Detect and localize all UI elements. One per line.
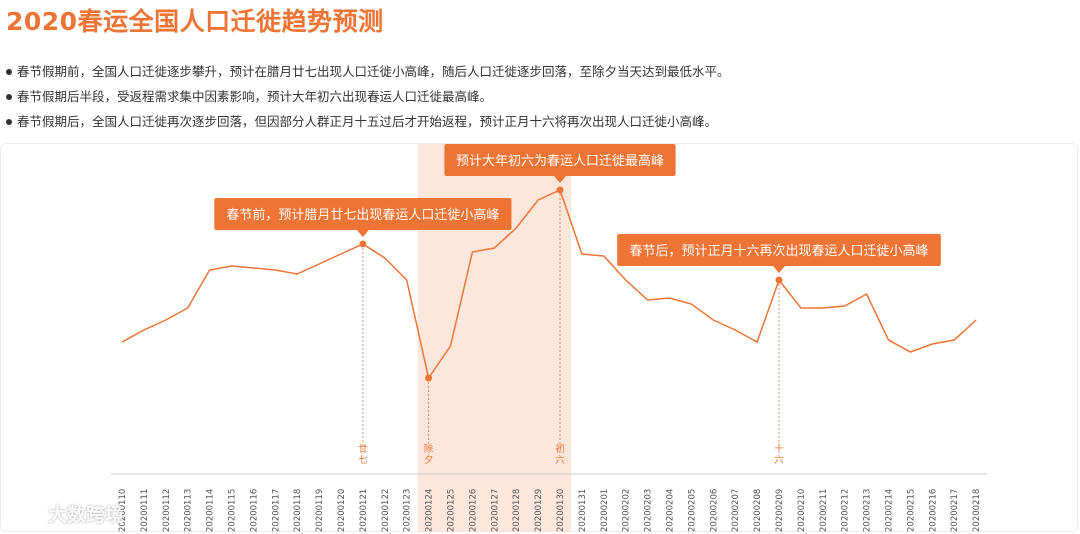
marker-tick-label: 十 (774, 443, 784, 455)
annotation-pointer (773, 266, 785, 273)
x-tick-label: 20200112 (162, 489, 172, 532)
x-tick-label: 20200208 (753, 489, 763, 532)
bullet-dot-icon (6, 118, 12, 125)
summary-list: 春节假期前，全国人口迁徙逐步攀升，预计在腊月廿七出现人口迁徙小高峰，随后人口迁徙… (6, 62, 730, 137)
summary-text: 春节假期前，全国人口迁徙逐步攀升，预计在腊月廿七出现人口迁徙小高峰，随后人口迁徙… (17, 64, 730, 79)
x-tick-label: 20200121 (359, 489, 369, 532)
summary-item: 春节假期前，全国人口迁徙逐步攀升，预计在腊月廿七出现人口迁徙小高峰，随后人口迁徙… (6, 62, 730, 87)
x-tick-label: 20200207 (731, 489, 741, 532)
annotation-box (617, 234, 941, 266)
summary-item: 春节假期后半段，受返程需求集中因素影响，预计大年初六出现春运人口迁徙最高峰。 (6, 87, 730, 112)
x-tick-label: 20200218 (972, 489, 982, 532)
x-tick-label: 20200122 (381, 489, 391, 532)
series-line (121, 188, 977, 380)
summary-text: 春节假期后半段，受返程需求集中因素影响，预计大年初六出现春运人口迁徙最高峰。 (17, 89, 493, 104)
x-tick-label: 20200126 (468, 489, 478, 532)
x-tick-label: 20200118 (293, 489, 303, 532)
x-tick-label: 20200205 (687, 489, 697, 532)
x-tick-label: 20200216 (928, 489, 938, 532)
annotation-pointer (356, 230, 369, 237)
x-tick-label: 20200114 (206, 489, 216, 532)
marker-tick-label: 六 (774, 454, 784, 466)
x-tick-label: 20200213 (863, 489, 873, 532)
watermark-logo-icon (10, 504, 42, 525)
data-point-marker (359, 240, 367, 248)
x-tick-label: 20200129 (534, 489, 544, 532)
x-tick-label: 20200119 (315, 489, 325, 532)
data-point-marker (775, 276, 783, 284)
marker-tick-label: 夕 (424, 454, 434, 466)
marker-tick-label: 六 (555, 454, 565, 466)
annotation-text: 春节后，预计正月十六再次出现春运人口迁徙小高峰 (629, 243, 928, 259)
annotation-text: 春节前，预计腊月廿七出现春运人口迁徙小高峰 (226, 207, 499, 223)
watermark: 大数跨境 (8, 500, 124, 527)
marker-tick-label: 廿 (358, 443, 368, 455)
marker-tick-label: 除 (424, 443, 434, 455)
annotation-text: 预计大年初六为春运人口迁徙最高峰 (456, 153, 664, 169)
data-point-marker (425, 374, 433, 382)
annotation-box (444, 144, 676, 176)
bullet-dot-icon (6, 93, 12, 100)
marker-tick-label: 七 (358, 455, 368, 466)
x-tick-label: 20200111 (140, 489, 150, 532)
x-tick-label: 20200215 (906, 489, 916, 532)
x-tick-label: 20200128 (512, 489, 522, 532)
x-tick-label: 20200124 (425, 489, 435, 532)
x-tick-label: 20200206 (709, 489, 719, 532)
annotation-box (214, 198, 512, 230)
x-tick-label: 20200209 (775, 489, 785, 532)
x-tick-label: 20200116 (249, 489, 259, 532)
x-tick-label: 20200201 (600, 489, 610, 532)
x-tick-label: 20200120 (337, 489, 347, 532)
x-tick-label: 20200211 (819, 489, 829, 532)
summary-item: 春节假期后，全国人口迁徙再次逐步回落，但因部分人群正月十五过后才开始返程，预计正… (6, 112, 730, 137)
x-tick-label: 20200202 (622, 489, 632, 532)
x-tick-label: 20200210 (797, 489, 807, 532)
x-tick-label: 20200217 (950, 489, 960, 532)
x-tick-label: 20200117 (271, 489, 281, 532)
x-tick-label: 20200113 (184, 489, 194, 532)
x-tick-label: 20200110 (118, 489, 128, 532)
watermark-text: 大数跨境 (48, 504, 125, 526)
page-title: 2020春运全国人口迁徙趋势预测 (6, 7, 384, 36)
x-tick-label: 20200214 (885, 489, 895, 532)
x-tick-label: 20200123 (403, 489, 413, 532)
annotation-pointer (554, 176, 566, 183)
data-point-marker (556, 186, 564, 194)
marker-tick-label: 初 (555, 443, 565, 455)
x-tick-label: 20200127 (490, 489, 500, 532)
bullet-dot-icon (6, 68, 12, 75)
summary-text: 春节假期后，全国人口迁徙再次逐步回落，但因部分人群正月十五过后才开始返程，预计正… (17, 114, 718, 129)
x-tick-label: 20200125 (447, 489, 457, 532)
x-tick-label: 20200204 (666, 489, 676, 532)
x-tick-label: 20200131 (578, 489, 588, 532)
x-tick-label: 20200130 (556, 489, 566, 532)
x-tick-label: 20200115 (228, 489, 238, 532)
x-tick-label: 20200212 (841, 489, 851, 532)
x-tick-label: 20200203 (644, 489, 654, 532)
